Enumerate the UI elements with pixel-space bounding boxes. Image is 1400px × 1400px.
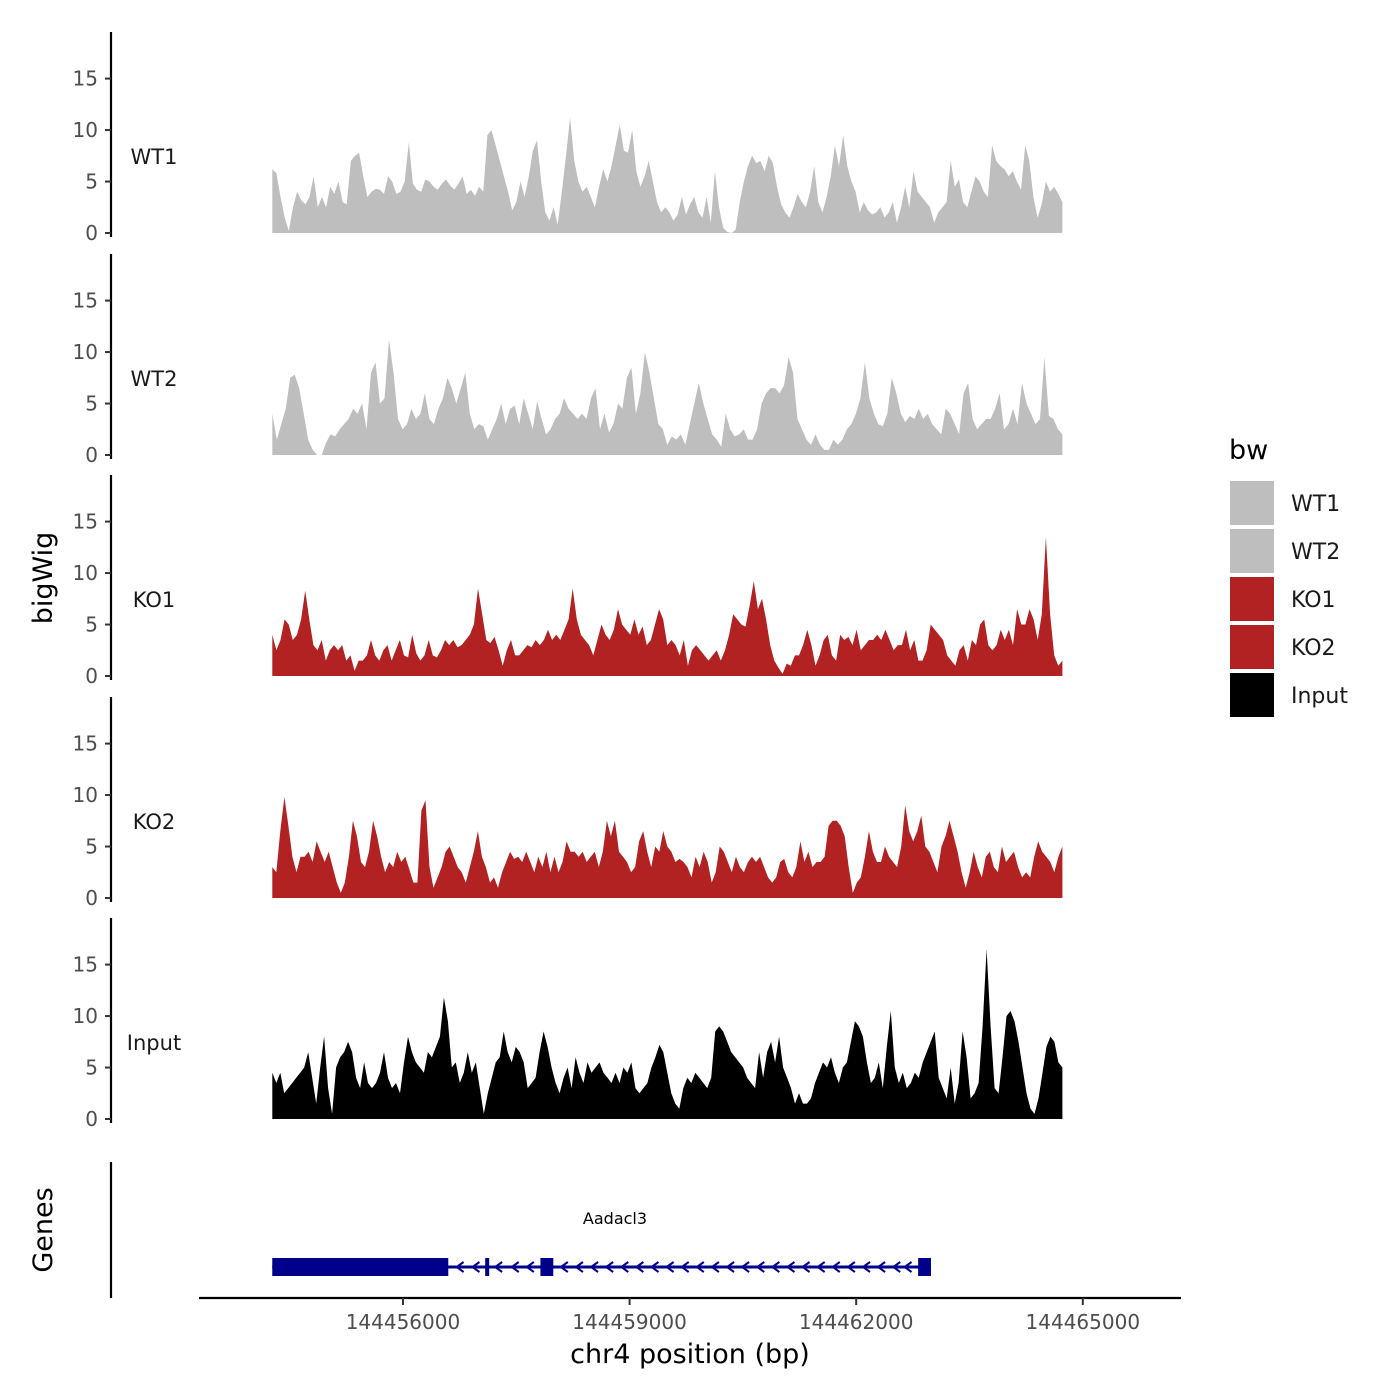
- legend-items: WT1 WT2 KO1 KO2 Input: [1230, 481, 1348, 717]
- x-axis: 144456000 144459000 144462000 144465000 chr…: [199, 1296, 1181, 1370]
- track-y-axes: 0 5 10 15 0 5 10 15 0 5 10 15 0 5 10 15 0 5 10 15: [73, 32, 113, 1131]
- legend-swatch-wt2: [1230, 529, 1274, 573]
- legend-label-ko1: KO1: [1291, 588, 1336, 613]
- y-tick-label: 10: [73, 783, 98, 807]
- gene-strand-arrow: [574, 1261, 584, 1273]
- legend-label-wt1: WT1: [1291, 492, 1340, 517]
- gene-strand-arrow: [634, 1261, 644, 1273]
- gene-strand-arrow: [725, 1261, 735, 1273]
- gene-strand-arrow: [470, 1261, 481, 1273]
- gene-strand-arrow: [604, 1261, 614, 1273]
- y-tick-label: 10: [73, 561, 98, 585]
- gene-strand-arrow: [891, 1261, 901, 1273]
- track-label-ko2: KO2: [133, 810, 176, 834]
- x-ticks: 144456000 144459000 144462000 144465000: [346, 1298, 1140, 1334]
- y-tick-label: 15: [73, 510, 98, 534]
- gene-strand-arrow: [755, 1261, 765, 1273]
- gene-strand-arrow: [770, 1261, 780, 1273]
- y-tick-label: 10: [73, 118, 98, 142]
- genes-panel: Genes Aadacl3: [28, 1162, 931, 1298]
- gene-exon: [485, 1258, 490, 1276]
- legend-label-wt2: WT2: [1291, 540, 1340, 565]
- y-tick-label: 0: [85, 221, 98, 245]
- gene-strand-arrow: [846, 1261, 856, 1273]
- gene-exon: [272, 1258, 449, 1276]
- legend-label-ko2: KO2: [1291, 636, 1336, 661]
- legend-title: bw: [1229, 435, 1268, 466]
- x-tick-label: 144459000: [572, 1310, 687, 1334]
- track-label-ko1: KO1: [133, 588, 176, 612]
- legend-swatch-input: [1230, 673, 1274, 717]
- y-tick-label: 5: [85, 613, 98, 637]
- gene-strand-arrow: [695, 1261, 705, 1273]
- gene-strand-arrow: [589, 1261, 599, 1273]
- gene-strand-arrow: [559, 1261, 569, 1273]
- gene-strand-arrow: [649, 1261, 660, 1273]
- genes-axis-title: Genes: [28, 1187, 59, 1272]
- coverage-tracks: [272, 117, 1063, 1119]
- coverage-area-wt1: [272, 117, 1063, 233]
- legend-swatch-ko1: [1230, 577, 1274, 621]
- gene-strand-arrow: [493, 1261, 503, 1273]
- gene-strand-arrow: [876, 1261, 886, 1273]
- y-tick-label: 5: [85, 1056, 98, 1080]
- gene-strand-arrow: [902, 1261, 913, 1273]
- gene-exon: [540, 1258, 554, 1276]
- legend-label-input: Input: [1291, 684, 1348, 709]
- legend-swatch-ko2: [1230, 625, 1274, 669]
- gene-strand-arrow: [861, 1261, 871, 1273]
- coverage-area-input: [272, 949, 1063, 1119]
- x-axis-title: chr4 position (bp): [570, 1339, 810, 1370]
- gene-strand-arrow: [525, 1261, 535, 1273]
- gene-exon: [918, 1258, 931, 1276]
- coverage-area-ko2: [272, 797, 1063, 898]
- gene-strand-arrow: [785, 1261, 796, 1273]
- y-tick-label: 15: [73, 289, 98, 313]
- y-tick-label: 0: [85, 1107, 98, 1131]
- gene-strand-arrow: [664, 1261, 675, 1273]
- gene-strand-arrow: [815, 1261, 826, 1273]
- y-tick-label: 10: [73, 1004, 98, 1028]
- track-label-input: Input: [127, 1031, 181, 1055]
- legend: bw WT1 WT2 KO1 KO2 Input: [1229, 435, 1348, 717]
- gene-strand-arrow: [510, 1261, 520, 1273]
- x-tick-label: 144456000: [346, 1310, 461, 1334]
- y-tick-label: 5: [85, 392, 98, 416]
- gene-strand-arrow: [831, 1261, 841, 1273]
- track-labels: WT1 WT2 KO1 KO2 Input: [127, 145, 181, 1055]
- gene-strand-arrow: [800, 1261, 811, 1273]
- y-tick-label: 10: [73, 340, 98, 364]
- gene-strand-arrow: [710, 1261, 720, 1273]
- y-tick-label: 15: [73, 732, 98, 756]
- track-label-wt2: WT2: [131, 367, 178, 391]
- coverage-area-wt2: [272, 339, 1063, 455]
- gene-strand-arrow: [740, 1261, 750, 1273]
- y-tick-label: 0: [85, 664, 98, 688]
- gene-strand-arrow: [619, 1261, 629, 1273]
- y-tick-label: 0: [85, 443, 98, 467]
- gene-model: [272, 1258, 931, 1276]
- y-tick-label: 5: [85, 835, 98, 859]
- y-tick-label: 0: [85, 886, 98, 910]
- track-label-wt1: WT1: [131, 145, 178, 169]
- coverage-area-ko1: [272, 537, 1063, 676]
- x-tick-label: 144462000: [799, 1310, 914, 1334]
- x-tick-label: 144465000: [1026, 1310, 1141, 1334]
- legend-swatch-wt1: [1230, 481, 1274, 525]
- gene-strand-arrow: [679, 1261, 690, 1273]
- y-tick-label: 15: [73, 67, 98, 91]
- gene-label: Aadacl3: [583, 1209, 647, 1228]
- gene-strand-arrow: [454, 1261, 465, 1273]
- y-axis-title: bigWig: [28, 532, 59, 625]
- y-tick-label: 15: [73, 953, 98, 977]
- y-tick-label: 5: [85, 170, 98, 194]
